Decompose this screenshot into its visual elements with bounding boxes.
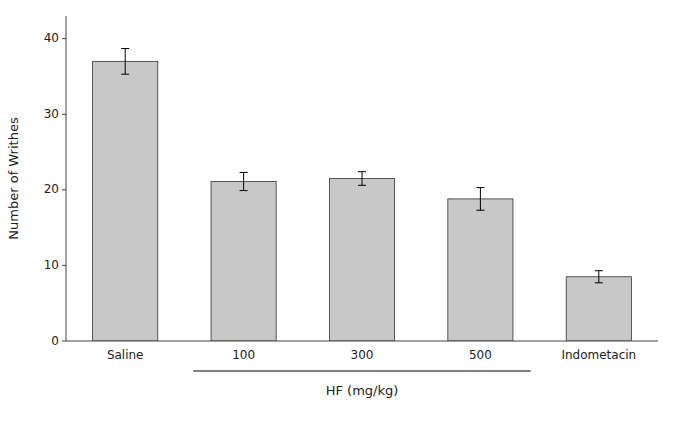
y-tick	[62, 189, 66, 190]
y-axis-line	[66, 16, 67, 341]
error-cap	[240, 172, 248, 173]
error-cap	[240, 190, 248, 191]
x-axis-label: HF (mg/kg)	[326, 383, 399, 398]
x-tick-label: 500	[469, 348, 492, 362]
error-stem	[362, 172, 363, 186]
x-tick-label: 100	[232, 348, 255, 362]
x-tick-label: 300	[351, 348, 374, 362]
chart-svg: 0 10 20 30 40 Saline 100 300 500 Indometacin Numbe…	[0, 0, 674, 433]
page: {"chart_data": {"type": "bar", "categori…	[0, 0, 674, 433]
y-tick	[62, 265, 66, 266]
y-tick-label: 30	[44, 107, 59, 121]
error-cap	[595, 282, 603, 283]
error-bar	[595, 271, 603, 283]
chart-container: 0 10 20 30 40 Saline 100 300 500 Indometacin Numbe…	[0, 0, 674, 433]
y-tick	[62, 38, 66, 39]
bar	[329, 179, 394, 342]
y-axis-label: Number of Writhes	[6, 117, 21, 240]
x-tick-label: Saline	[107, 348, 144, 362]
bar	[448, 199, 513, 341]
group-underline	[193, 371, 530, 372]
bars	[93, 49, 632, 342]
error-cap	[358, 185, 366, 186]
error-cap	[121, 48, 129, 49]
y-tick-label: 20	[44, 182, 59, 196]
bar	[566, 277, 631, 341]
x-tick-label: Indometacin	[561, 348, 636, 362]
error-cap	[121, 74, 129, 75]
error-bar	[121, 49, 129, 75]
error-cap	[476, 187, 484, 188]
y-tick	[62, 341, 66, 342]
y-tick-label: 0	[51, 334, 59, 348]
error-stem	[480, 188, 481, 211]
bar	[93, 61, 158, 341]
axes: 0 10 20 30 40 Saline 100 300 500 Indometacin	[44, 16, 658, 362]
y-tick-label: 10	[44, 258, 59, 272]
error-bar	[358, 172, 366, 186]
error-cap	[595, 270, 603, 271]
error-stem	[243, 172, 244, 190]
error-cap	[358, 171, 366, 172]
error-cap	[476, 210, 484, 211]
y-tick-label: 40	[44, 31, 59, 45]
error-stem	[598, 271, 599, 283]
y-tick	[62, 114, 66, 115]
error-bar	[476, 188, 484, 211]
x-axis-line	[66, 341, 658, 342]
error-bar	[240, 172, 248, 190]
bar	[211, 182, 276, 341]
error-stem	[125, 49, 126, 75]
